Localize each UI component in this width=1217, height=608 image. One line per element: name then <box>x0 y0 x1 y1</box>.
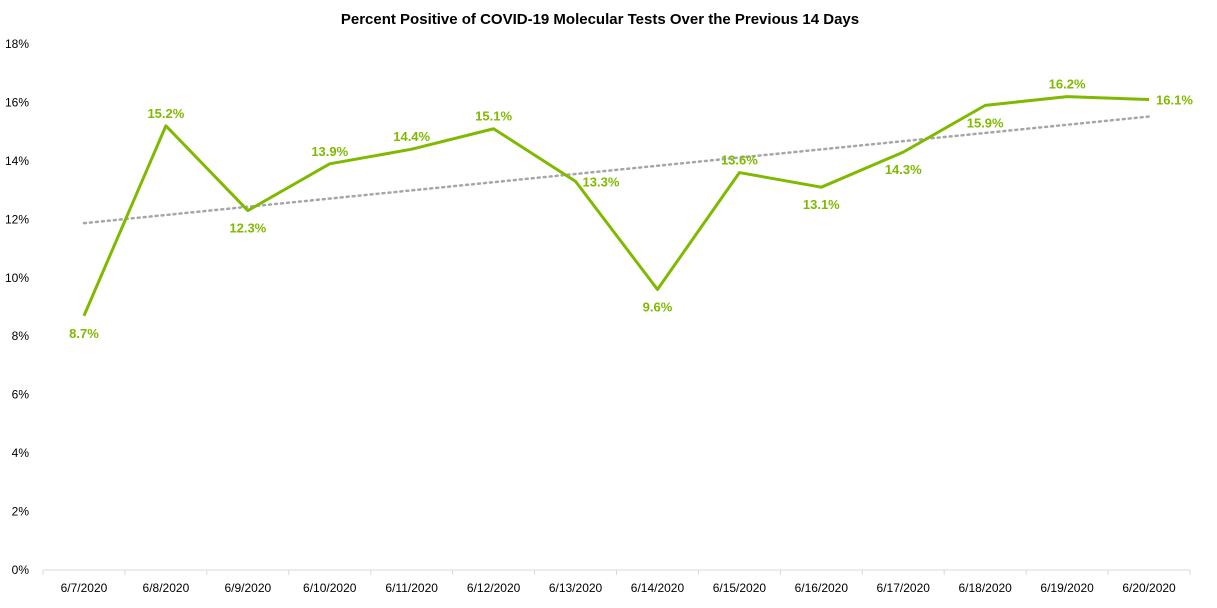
x-tick-label: 6/19/2020 <box>1040 581 1094 595</box>
data-label: 14.4% <box>393 129 430 144</box>
y-tick-label: 4% <box>12 446 30 460</box>
data-label: 13.3% <box>583 174 620 189</box>
series-line <box>82 95 1150 317</box>
data-label: 12.3% <box>229 221 266 236</box>
data-label: 13.1% <box>803 197 840 212</box>
x-tick-label: 6/18/2020 <box>958 581 1012 595</box>
data-label: 15.1% <box>475 109 512 124</box>
y-tick-label: 10% <box>5 271 29 285</box>
data-label: 16.2% <box>1049 77 1086 92</box>
x-tick-label: 6/12/2020 <box>467 581 521 595</box>
x-tick-label: 6/7/2020 <box>61 581 108 595</box>
y-tick-label: 8% <box>12 329 30 343</box>
y-tick-label: 14% <box>5 154 29 168</box>
data-label: 16.1% <box>1156 93 1193 108</box>
y-axis: 0% 2% 4% 6% 8% 10% 12% 14% 16% 18% <box>5 37 29 577</box>
y-tick-label: 6% <box>12 388 30 402</box>
data-label: 8.7% <box>69 326 99 341</box>
chart-title: Percent Positive of COVID-19 Molecular T… <box>341 11 859 28</box>
y-tick-label: 12% <box>5 212 29 226</box>
data-label: 13.6% <box>721 153 758 168</box>
x-tick-label: 6/10/2020 <box>303 581 357 595</box>
data-label: 9.6% <box>643 299 673 314</box>
y-tick-label: 16% <box>5 95 29 109</box>
y-tick-label: 0% <box>12 563 30 577</box>
x-tick-label: 6/17/2020 <box>877 581 931 595</box>
data-labels: 8.7% 15.2% 12.3% 13.9% 14.4% 15.1% 13.3% 9.6% 13… <box>69 77 1193 341</box>
x-tick-label: 6/8/2020 <box>143 581 190 595</box>
x-tick-label: 6/14/2020 <box>631 581 685 595</box>
data-label: 14.3% <box>885 162 922 177</box>
x-tick-label: 6/15/2020 <box>713 581 767 595</box>
x-tick-label: 6/11/2020 <box>385 581 438 595</box>
y-tick-label: 18% <box>5 37 29 51</box>
data-label: 15.9% <box>967 115 1004 130</box>
y-tick-label: 2% <box>12 505 30 519</box>
trendline <box>82 115 1151 225</box>
x-tick-label: 6/20/2020 <box>1122 581 1176 595</box>
x-tick-label: 6/9/2020 <box>224 581 271 595</box>
data-label: 15.2% <box>147 106 184 121</box>
x-tick-label: 6/13/2020 <box>549 581 603 595</box>
x-axis: 6/7/2020 6/8/2020 6/9/2020 6/10/2020 6/11/20… <box>42 570 1191 595</box>
x-tick-label: 6/16/2020 <box>795 581 849 595</box>
data-label: 13.9% <box>311 144 348 159</box>
